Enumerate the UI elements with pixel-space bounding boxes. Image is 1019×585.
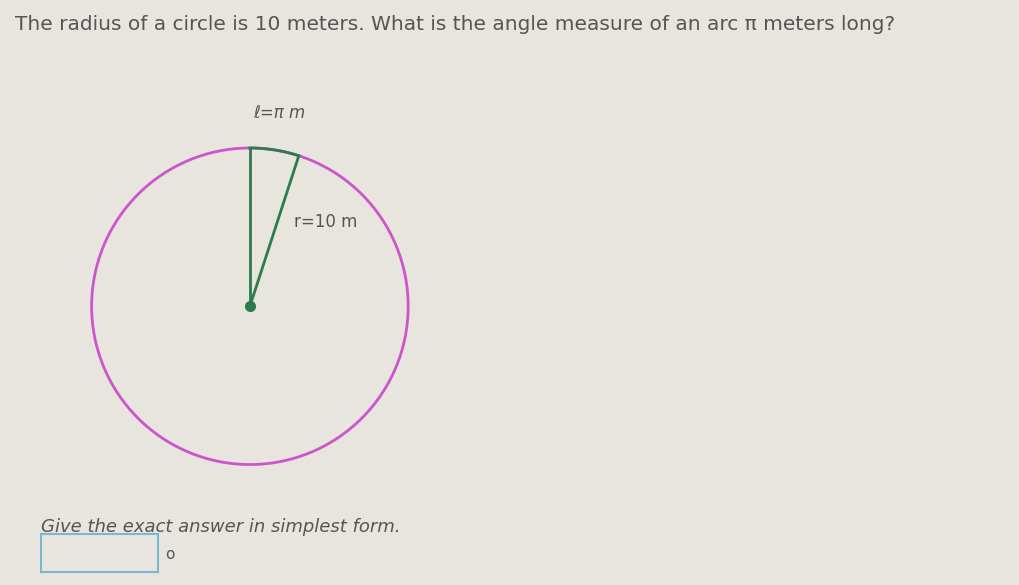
Text: ℓ=π m: ℓ=π m [253,104,305,122]
Text: r=10 m: r=10 m [293,213,357,231]
Text: The radius of a circle is 10 meters. What is the angle measure of an arc π meter: The radius of a circle is 10 meters. Wha… [15,15,895,33]
Text: Give the exact answer in simplest form.: Give the exact answer in simplest form. [41,518,399,536]
Text: o: o [165,547,174,562]
